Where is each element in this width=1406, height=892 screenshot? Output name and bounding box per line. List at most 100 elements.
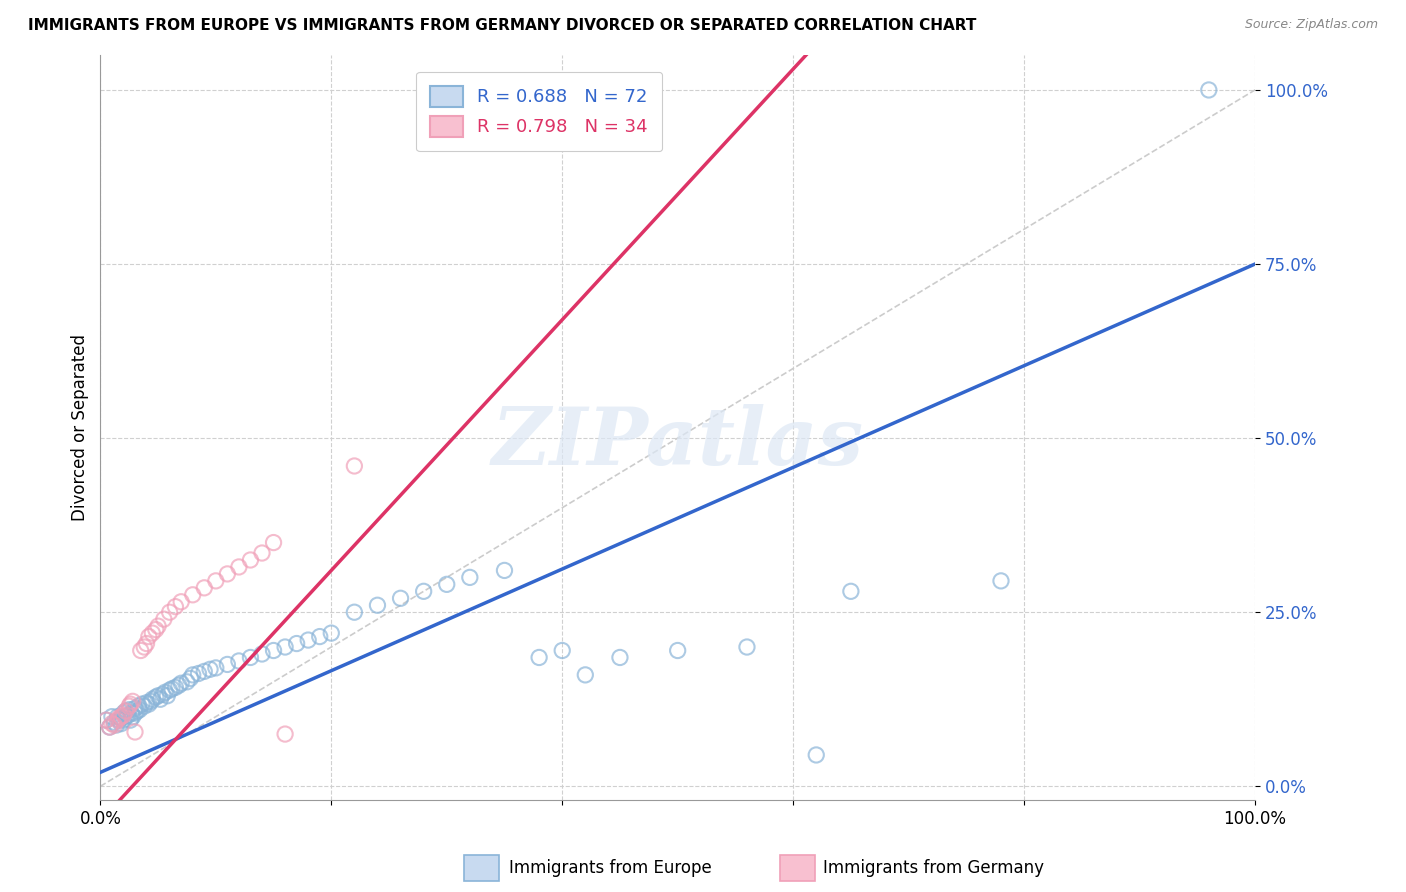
Text: Immigrants from Germany: Immigrants from Germany — [823, 859, 1043, 877]
Point — [145, 690, 167, 705]
Point — [134, 640, 156, 654]
Point — [141, 692, 163, 706]
Point — [146, 689, 169, 703]
Point — [181, 588, 204, 602]
Point — [228, 560, 250, 574]
Point — [165, 599, 187, 614]
Point — [138, 630, 160, 644]
Point — [120, 713, 142, 727]
Point — [239, 553, 262, 567]
Point — [160, 681, 183, 696]
Point — [108, 711, 131, 725]
Point — [527, 650, 550, 665]
Point — [250, 647, 273, 661]
Point — [101, 716, 124, 731]
Point — [98, 720, 121, 734]
Point — [124, 706, 146, 721]
Point — [110, 711, 132, 725]
Point — [839, 584, 862, 599]
Point — [127, 704, 149, 718]
Point — [609, 650, 631, 665]
Point — [124, 701, 146, 715]
Point — [217, 566, 239, 581]
Point — [121, 706, 143, 721]
Point — [146, 619, 169, 633]
Point — [412, 584, 434, 599]
Point — [165, 681, 187, 695]
Point — [193, 665, 215, 679]
Point — [110, 709, 132, 723]
Point — [228, 654, 250, 668]
Point — [389, 591, 412, 606]
Point — [117, 708, 139, 723]
Point — [153, 685, 176, 699]
Point — [141, 626, 163, 640]
Point — [198, 662, 221, 676]
Point — [285, 636, 308, 650]
Point — [118, 699, 141, 714]
Point — [127, 699, 149, 714]
Point — [121, 694, 143, 708]
Point — [153, 612, 176, 626]
Point — [105, 718, 128, 732]
Point — [458, 570, 481, 584]
Point — [129, 643, 152, 657]
Point — [321, 626, 343, 640]
Point — [94, 713, 117, 727]
Text: Immigrants from Europe: Immigrants from Europe — [509, 859, 711, 877]
Point — [131, 697, 153, 711]
Point — [1198, 83, 1220, 97]
Point — [94, 713, 117, 727]
Point — [107, 713, 129, 727]
Point — [170, 595, 193, 609]
Point — [990, 574, 1012, 588]
Point — [181, 668, 204, 682]
Point — [666, 643, 689, 657]
Point — [217, 657, 239, 672]
Point — [114, 704, 136, 718]
Point — [135, 636, 157, 650]
Point — [551, 643, 574, 657]
Point — [110, 716, 132, 731]
Point — [120, 697, 142, 711]
Point — [118, 703, 141, 717]
Point — [135, 696, 157, 710]
Y-axis label: Divorced or Separated: Divorced or Separated — [72, 334, 89, 521]
Point — [274, 727, 297, 741]
Point — [98, 720, 121, 734]
Point — [806, 747, 828, 762]
Point — [145, 623, 167, 637]
Point — [204, 661, 226, 675]
Point — [112, 713, 135, 727]
Point — [103, 718, 125, 732]
Legend: R = 0.688   N = 72, R = 0.798   N = 34: R = 0.688 N = 72, R = 0.798 N = 34 — [416, 71, 662, 152]
Point — [107, 709, 129, 723]
Point — [170, 676, 193, 690]
Point — [138, 697, 160, 711]
Point — [149, 692, 172, 706]
Point — [343, 605, 366, 619]
Point — [250, 546, 273, 560]
Point — [239, 650, 262, 665]
Text: Source: ZipAtlas.com: Source: ZipAtlas.com — [1244, 18, 1378, 31]
Point — [179, 671, 201, 685]
Point — [101, 709, 124, 723]
Point — [159, 683, 181, 698]
Point — [124, 725, 146, 739]
Point — [112, 708, 135, 723]
Point — [263, 535, 285, 549]
Point — [134, 699, 156, 714]
Point — [114, 704, 136, 718]
Point — [108, 713, 131, 727]
Point — [263, 643, 285, 657]
Point — [112, 706, 135, 721]
Point — [103, 715, 125, 730]
Point — [193, 581, 215, 595]
Point — [141, 694, 163, 708]
Point — [343, 458, 366, 473]
Point — [121, 709, 143, 723]
Point — [204, 574, 226, 588]
Point — [114, 709, 136, 723]
Point — [156, 689, 179, 703]
Point — [159, 605, 181, 619]
